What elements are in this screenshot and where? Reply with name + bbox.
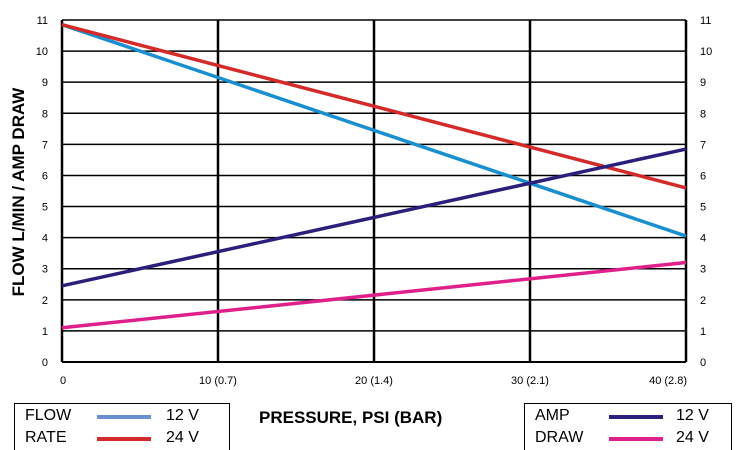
legend-group-label: AMP [535, 407, 570, 424]
legend-group-label: FLOW [25, 407, 72, 424]
y-tick-label-right: 7 [700, 139, 706, 151]
legend-row: AMP 12 V [525, 406, 731, 426]
legend-amp-draw: AMP 12 V DRAW 24 V [524, 403, 732, 450]
y-tick-label-right: 5 [700, 202, 706, 214]
legend-swatch [97, 437, 151, 441]
y-tick-label-left: 10 [36, 46, 48, 58]
legend-swatch [97, 415, 151, 419]
y-tick-label-right: 11 [700, 15, 711, 27]
y-tick-label-right: 2 [700, 295, 706, 307]
legend-voltage: 12 V [166, 407, 199, 424]
legend-row: DRAW 24 V [525, 428, 731, 448]
y-tick-label-left: 0 [42, 357, 48, 369]
legend-voltage: 24 V [166, 429, 199, 446]
y-tick-label-left: 1 [42, 326, 48, 338]
x-tick-label: 20 (1.4) [355, 375, 393, 387]
chart-series [61, 22, 687, 330]
x-tick-label: 10 (0.7) [199, 375, 237, 387]
y-tick-label-right: 9 [700, 77, 706, 89]
legend-swatch [609, 415, 663, 419]
y-tick-label-right: 8 [700, 108, 706, 120]
legend-group-label: DRAW [535, 429, 584, 446]
chart-grid [60, 19, 688, 363]
y-tick-label-left: 3 [42, 264, 48, 276]
y-tick-label-right: 3 [700, 264, 706, 276]
x-tick-label: 40 (2.8) [649, 375, 687, 387]
y-axis-label: FLOW L/MIN / AMP DRAW [9, 87, 28, 297]
y-tick-label-left: 2 [42, 295, 48, 307]
y-tick-label-right: 6 [700, 170, 706, 182]
y-tick-label-left: 7 [42, 139, 48, 151]
x-tick-label: 0 [60, 375, 66, 387]
x-axis-label: PRESSURE, PSI (BAR) [259, 408, 443, 427]
legend-row: RATE 24 V [15, 428, 229, 448]
y-tick-label-left: 5 [42, 202, 48, 214]
legend-swatch [609, 437, 663, 441]
y-tick-label-right: 10 [700, 46, 712, 58]
y-tick-label-left: 9 [42, 77, 48, 89]
series-line [61, 22, 687, 190]
y-tick-label-right: 4 [700, 233, 706, 245]
y-tick-label-left: 11 [37, 15, 48, 27]
legend-voltage: 24 V [676, 429, 709, 446]
y-tick-label-right: 0 [700, 357, 706, 369]
series-line [61, 23, 687, 238]
series-line [61, 260, 687, 330]
series-line [61, 147, 687, 288]
y-tick-label-right: 1 [700, 326, 706, 338]
legend-voltage: 12 V [676, 407, 709, 424]
legend-row: FLOW 12 V [15, 406, 229, 426]
y-tick-label-left: 4 [42, 233, 48, 245]
x-tick-label: 30 (2.1) [511, 375, 549, 387]
legend-group-label: RATE [25, 429, 67, 446]
y-tick-label-left: 8 [42, 108, 48, 120]
y-tick-label-left: 6 [42, 170, 48, 182]
legend-flow-rate: FLOW 12 V RATE 24 V [14, 403, 230, 450]
